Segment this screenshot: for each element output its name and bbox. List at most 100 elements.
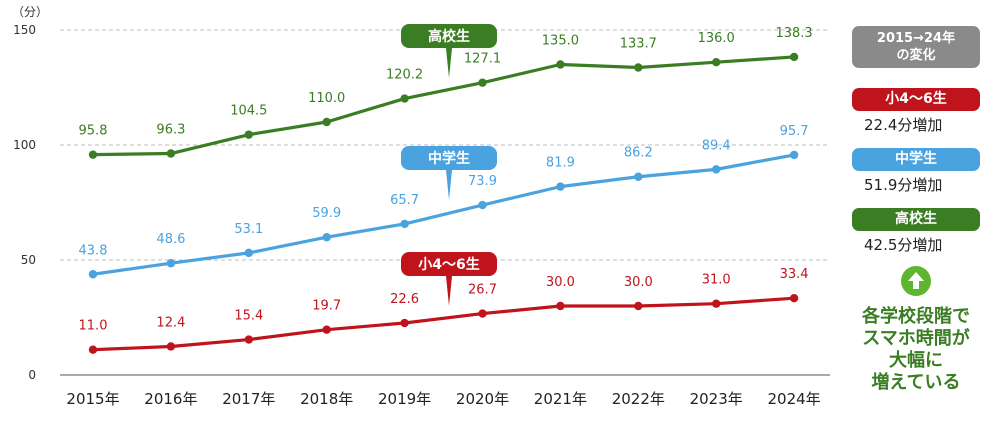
series-callout-badge [401,24,497,48]
series-callout-badge [401,252,497,276]
data-point [712,58,721,67]
x-tick-label: 2024年 [768,390,821,408]
line-chart: （分） 0 50 100 150 2015年 2016年 2017年 2018年 2019年 20… [12,5,830,408]
data-point [88,270,98,279]
y-axis-unit-label: （分） [12,5,48,19]
data-point [244,335,253,344]
data-label: 19.7 [312,299,341,314]
data-label: 96.3 [156,123,185,138]
data-label: 81.9 [546,156,575,171]
x-tick-label: 2018年 [300,390,353,408]
data-point [712,165,721,174]
legend-high-badge: 高校生 [852,208,980,231]
conclusion-text: 各学校段階で スマホ時間が 大幅に 増えている [862,306,970,393]
data-point [322,325,331,334]
series-callout-badge [401,146,497,170]
y-axis: （分） 0 50 100 150 [12,5,48,382]
data-point [478,200,487,210]
data-label: 59.9 [312,206,341,221]
legend-junior-badge: 中学生 [852,148,980,171]
series-line [91,55,796,157]
data-point [166,259,176,268]
x-tick-label: 2021年 [534,390,587,408]
series-callout-pointer [446,276,452,306]
data-label: 65.7 [390,193,419,208]
y-tick-label: 0 [28,368,36,382]
data-point [88,150,98,159]
data-point [478,78,487,87]
data-point [556,60,565,69]
data-label: 95.7 [780,124,809,139]
data-label: 30.0 [546,275,575,290]
data-point [556,182,565,191]
series-line [91,296,796,352]
series-line [91,153,796,276]
data-label: 12.4 [156,315,185,330]
change-header-badge: 2015→24年 の変化 [852,26,980,68]
x-tick-label: 2019年 [378,390,431,408]
data-label: 95.8 [79,124,108,139]
data-point [789,52,799,62]
data-label: 33.4 [780,267,809,282]
data-label: 15.4 [234,309,263,324]
data-label: 31.0 [702,273,731,288]
legend-junior-increase: 51.9分増加 [864,176,943,194]
data-point [322,233,331,242]
data-label: 43.8 [79,243,108,258]
data-point [634,172,643,181]
series-callout-label: 中学生 [428,150,470,167]
series-callout-label: 高校生 [428,28,470,45]
x-tick-label: 2020年 [456,390,509,408]
data-label: 135.0 [542,34,579,49]
data-label: 89.4 [702,138,731,153]
x-tick-label: 2017年 [222,390,275,408]
y-tick-label: 100 [13,138,36,152]
data-point [244,248,253,258]
data-point [789,150,799,160]
data-label: 138.3 [775,26,812,41]
data-label: 133.7 [620,36,657,51]
data-label: 11.0 [79,319,108,334]
legend-high-increase: 42.5分増加 [864,236,943,254]
data-label: 136.0 [698,31,735,46]
data-label: 53.1 [234,222,263,237]
data-label: 22.6 [390,292,419,307]
legend-elementary-badge: 小4～6生 [852,88,980,111]
data-label: 48.6 [156,232,185,247]
data-point [789,293,799,303]
data-point [400,318,409,328]
data-point [244,130,253,139]
legend-elementary-increase: 22.4分増加 [864,116,943,134]
data-point [634,301,643,311]
change-legend-panel: 2015→24年 の変化 小4～6生 22.4分増加 中学生 51.9分増加 高… [852,26,980,394]
data-point [478,309,487,318]
x-tick-label: 2023年 [690,390,743,408]
data-label: 120.2 [386,68,423,83]
series-callout-pointer [446,170,452,200]
data-label: 127.1 [464,52,501,67]
data-point [166,342,176,351]
data-point [322,117,331,127]
data-label: 30.0 [624,275,653,290]
series-group: 95.8 96.3 104.5 110.0 120.2 127.1 135.0 133.7 13… [79,26,813,354]
x-tick-label: 2015年 [66,390,119,408]
data-point [400,219,409,229]
y-tick-label: 150 [13,23,36,37]
data-label: 110.0 [308,91,345,106]
data-point [166,149,176,158]
data-label: 86.2 [624,146,653,161]
series-callout-pointer [446,48,452,78]
data-label: 26.7 [468,283,497,298]
data-point [634,63,643,72]
data-label: 104.5 [230,104,267,119]
data-point [400,94,409,103]
data-label: 73.9 [468,174,497,189]
data-point [556,301,565,311]
up-arrow-icon [901,266,931,296]
x-tick-label: 2016年 [144,390,197,408]
x-tick-label: 2022年 [612,390,665,408]
y-tick-label: 50 [21,253,36,267]
data-point [712,299,721,308]
data-point [88,345,98,354]
